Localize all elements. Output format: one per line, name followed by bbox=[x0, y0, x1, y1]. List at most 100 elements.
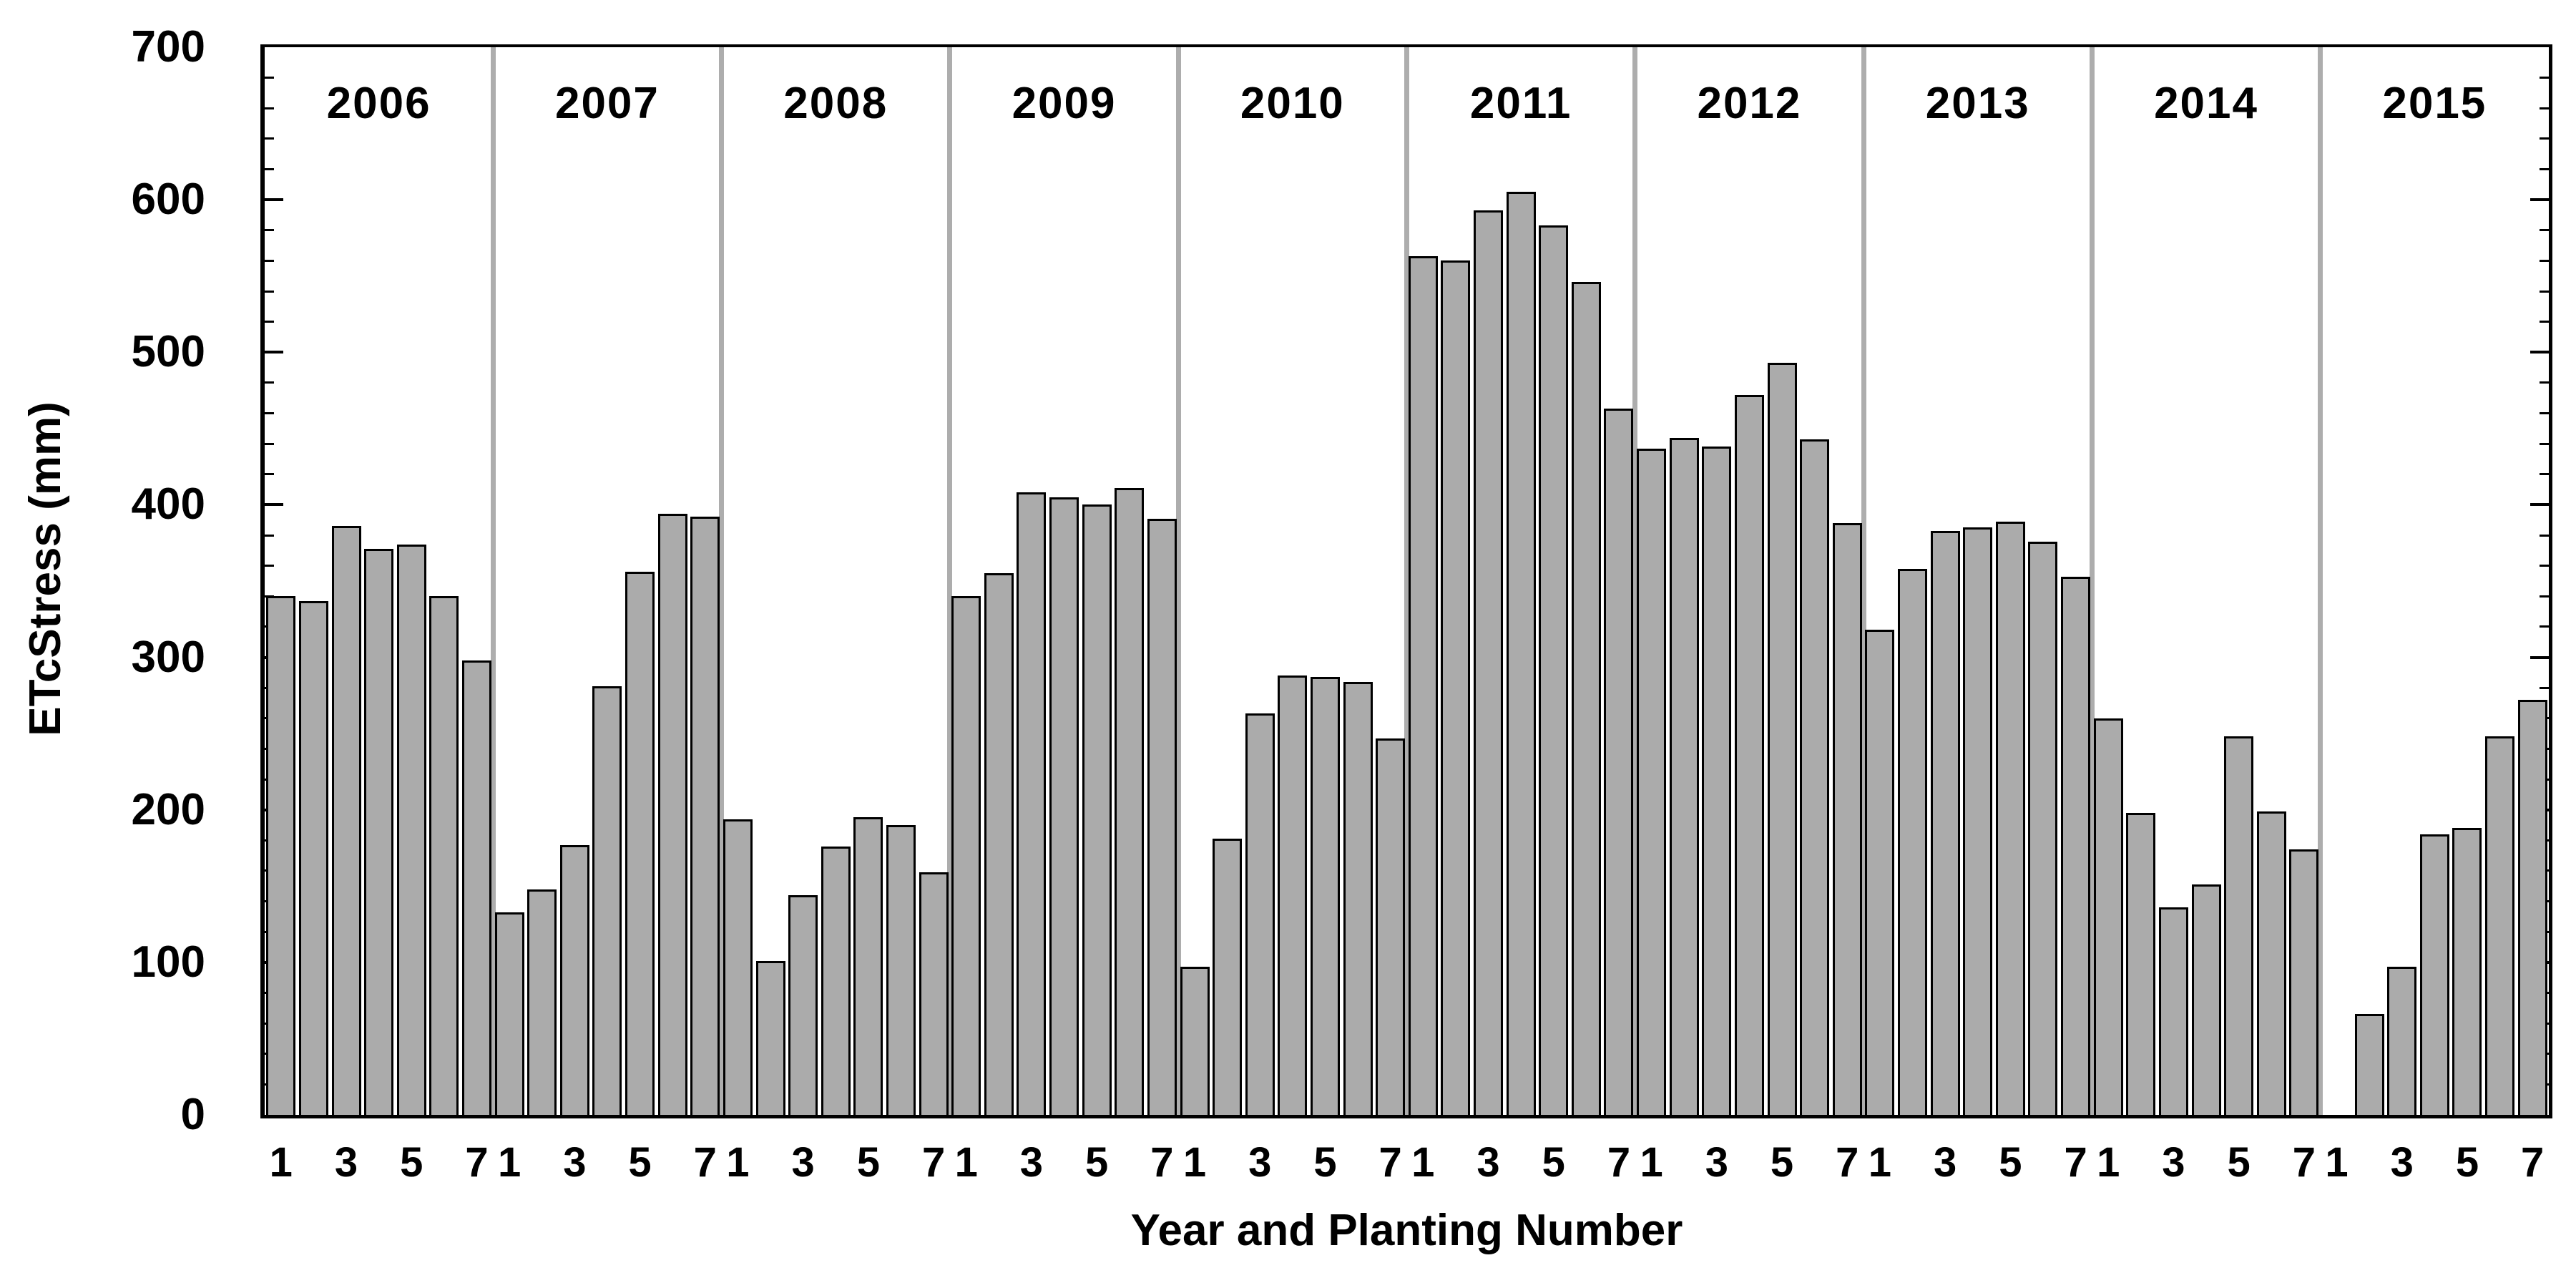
bar-2009-p5 bbox=[1082, 504, 1112, 1115]
x-tick-label: 5 bbox=[1770, 1139, 1794, 1186]
bar-2014-p3 bbox=[2158, 907, 2188, 1115]
bar-2014-p6 bbox=[2256, 811, 2286, 1115]
x-tick-label: 3 bbox=[2390, 1139, 2414, 1186]
x-tick-label: 3 bbox=[1933, 1139, 1957, 1186]
x-tick-label: 7 bbox=[1150, 1139, 1174, 1186]
bar-2011-p7 bbox=[1604, 409, 1634, 1115]
bar-2009-p6 bbox=[1115, 487, 1145, 1115]
y-axis-tick-right bbox=[2540, 442, 2549, 445]
y-axis-tick-left bbox=[265, 77, 274, 79]
y-axis-tick-left bbox=[265, 198, 283, 202]
bar-2013-p4 bbox=[1963, 527, 1993, 1115]
bar-2012-p6 bbox=[1800, 439, 1830, 1115]
bar-2007-p4 bbox=[592, 686, 622, 1115]
x-tick-label: 1 bbox=[1182, 1139, 1207, 1186]
y-axis-tick-left bbox=[265, 259, 274, 262]
bar-2007-p2 bbox=[527, 889, 557, 1115]
year-label: 2006 bbox=[326, 79, 431, 128]
bar-2007-p7 bbox=[690, 517, 720, 1115]
bar-2012-p1 bbox=[1637, 448, 1667, 1115]
y-axis-tick-left bbox=[265, 107, 274, 109]
x-tick-label: 7 bbox=[2521, 1139, 2545, 1186]
bar-2014-p7 bbox=[2289, 849, 2319, 1115]
y-tick-label: 600 bbox=[131, 175, 205, 225]
year-separator bbox=[1861, 47, 1866, 1115]
y-axis-tick-right bbox=[2540, 686, 2549, 689]
year-separator bbox=[2089, 47, 2095, 1115]
bar-2011-p6 bbox=[1571, 282, 1601, 1115]
x-tick-label: 5 bbox=[1313, 1139, 1337, 1186]
bar-2015-p2 bbox=[2354, 1014, 2384, 1115]
y-axis-tick-right bbox=[2540, 381, 2549, 384]
x-tick-label: 7 bbox=[1607, 1139, 1631, 1186]
bar-2012-p5 bbox=[1767, 363, 1797, 1115]
y-axis-tick-left bbox=[265, 565, 274, 567]
y-axis-tick-right bbox=[2530, 198, 2549, 202]
year-label: 2013 bbox=[1925, 79, 2030, 128]
year-label: 2011 bbox=[1469, 79, 1572, 128]
y-tick-label: 500 bbox=[131, 327, 205, 377]
bar-2015-p4 bbox=[2419, 834, 2449, 1115]
bar-2009-p7 bbox=[1147, 518, 1177, 1115]
y-axis-tick-right bbox=[2530, 351, 2549, 354]
bar-2013-p1 bbox=[1865, 630, 1895, 1115]
bar-2006-p3 bbox=[331, 526, 361, 1115]
x-tick-label: 3 bbox=[2162, 1139, 2185, 1186]
year-label: 2007 bbox=[554, 79, 660, 128]
bar-2006-p4 bbox=[364, 549, 394, 1115]
bar-2006-p1 bbox=[266, 596, 296, 1115]
year-separator bbox=[1175, 47, 1181, 1115]
x-tick-label: 3 bbox=[1705, 1139, 1728, 1186]
x-tick-label: 1 bbox=[1640, 1139, 1663, 1186]
year-label: 2012 bbox=[1697, 79, 1802, 128]
bar-2006-p7 bbox=[461, 660, 491, 1115]
bar-2015-p6 bbox=[2485, 736, 2515, 1115]
bar-2015-p3 bbox=[2387, 967, 2417, 1115]
y-axis-tick-right bbox=[2540, 259, 2549, 262]
y-axis-tick-right bbox=[2540, 595, 2549, 598]
bar-2009-p2 bbox=[984, 573, 1014, 1115]
bar-2008-p6 bbox=[886, 825, 916, 1115]
year-label: 2008 bbox=[783, 79, 888, 128]
bar-2011-p1 bbox=[1408, 256, 1438, 1115]
x-tick-label: 1 bbox=[497, 1139, 521, 1186]
year-separator bbox=[1404, 47, 1409, 1115]
bar-2009-p4 bbox=[1049, 497, 1079, 1115]
bar-2012-p4 bbox=[1734, 394, 1764, 1115]
y-tick-label: 0 bbox=[180, 1090, 205, 1139]
plot-border bbox=[260, 44, 2552, 1118]
y-axis-tick-right bbox=[2530, 503, 2549, 507]
bar-2010-p1 bbox=[1180, 967, 1210, 1115]
bar-2008-p2 bbox=[755, 960, 785, 1115]
x-tick-label: 7 bbox=[921, 1139, 946, 1186]
bar-2012-p7 bbox=[1832, 523, 1862, 1115]
x-tick-label: 3 bbox=[334, 1139, 358, 1186]
bar-2014-p5 bbox=[2224, 736, 2254, 1115]
bar-2008-p3 bbox=[788, 895, 818, 1115]
y-tick-label: 700 bbox=[131, 22, 205, 72]
y-tick-label: 200 bbox=[131, 784, 205, 834]
bar-2008-p4 bbox=[821, 846, 851, 1115]
x-tick-label: 1 bbox=[2097, 1139, 2120, 1186]
x-tick-label: 1 bbox=[726, 1139, 750, 1186]
bar-2008-p5 bbox=[853, 817, 883, 1115]
bar-2014-p4 bbox=[2191, 884, 2221, 1115]
y-axis-tick-left bbox=[265, 473, 274, 476]
y-axis-tick-right bbox=[2540, 534, 2549, 537]
y-axis-tick-left bbox=[265, 137, 274, 140]
bar-2010-p5 bbox=[1310, 677, 1340, 1115]
year-separator bbox=[2318, 47, 2323, 1115]
bar-2010-p4 bbox=[1278, 675, 1308, 1115]
x-tick-label: 7 bbox=[2292, 1139, 2316, 1186]
x-tick-label: 5 bbox=[1999, 1139, 2022, 1186]
y-axis-tick-left bbox=[265, 229, 274, 232]
bar-2014-p2 bbox=[2126, 812, 2156, 1115]
y-axis-tick-left bbox=[265, 168, 274, 170]
bar-2009-p1 bbox=[951, 596, 981, 1115]
bar-2015-p5 bbox=[2452, 828, 2482, 1115]
x-tick-label: 7 bbox=[1836, 1139, 1859, 1186]
bar-2010-p2 bbox=[1213, 839, 1243, 1115]
x-tick-label: 3 bbox=[791, 1139, 815, 1186]
